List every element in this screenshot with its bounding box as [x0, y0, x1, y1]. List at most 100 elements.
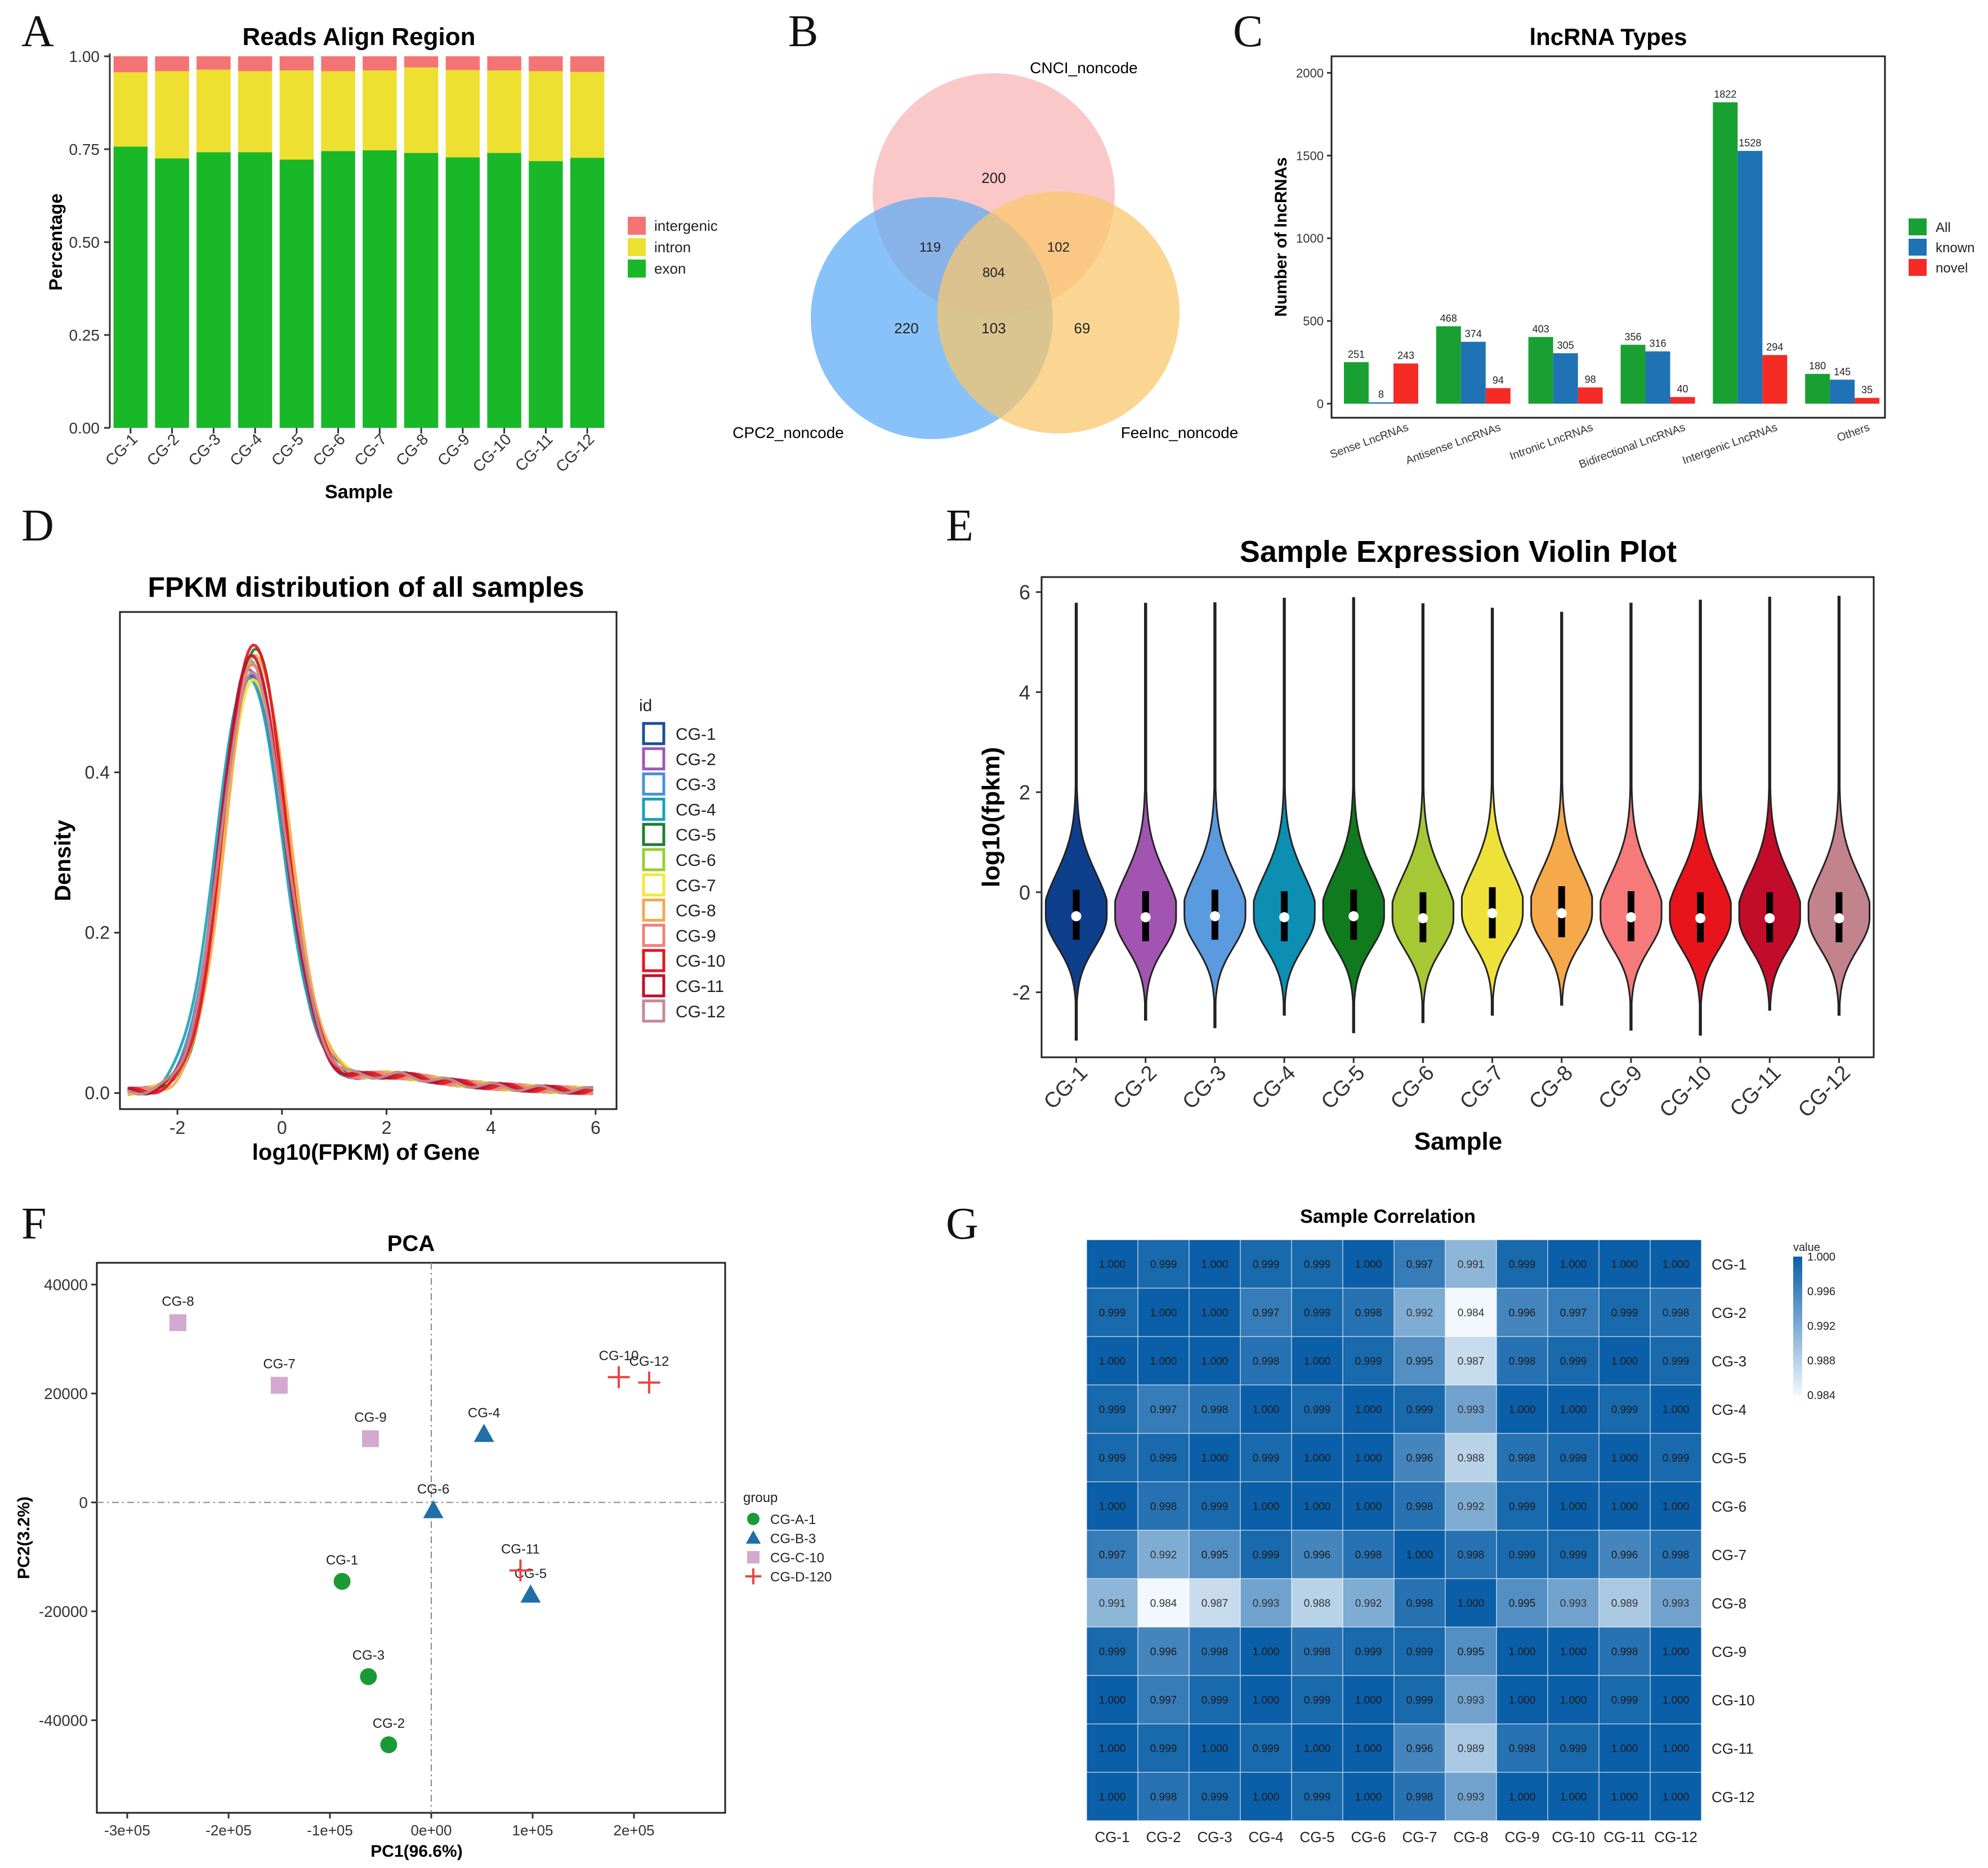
panel-d-density-plot: FPKM distribution of all samples log10(FP…: [51, 571, 725, 1165]
pca-point-label: CG-8: [162, 1294, 194, 1309]
heatmap-cell-value: 1.000: [1611, 1453, 1638, 1464]
heatmap-cell: [1650, 1288, 1702, 1337]
bar-all: [1344, 362, 1369, 404]
heatmap-cell-value: 1.000: [1355, 1453, 1382, 1464]
venn-set-label: FeeInc_noncode: [1121, 424, 1239, 441]
heatmap-cell: [1547, 1530, 1600, 1579]
legend-label: All: [1936, 220, 1951, 235]
heatmap-cell: [1598, 1675, 1651, 1724]
heatmap-cell-value: 0.992: [1406, 1307, 1433, 1319]
heatmap-cell-value: 0.993: [1458, 1791, 1485, 1803]
venn-circle-feelnc: [937, 191, 1180, 434]
heatmap-cell: [1598, 1384, 1651, 1434]
y-tick-label: 4: [1019, 681, 1030, 704]
legend-swatch: [642, 722, 665, 745]
x-tick-label: 0e+00: [410, 1822, 452, 1839]
plot-frame: [96, 1262, 726, 1814]
heatmap-cell: [1393, 1772, 1446, 1821]
heatmap-cell-value: 1.000: [1304, 1743, 1331, 1755]
heatmap-cell-value: 1.000: [1201, 1743, 1228, 1755]
heatmap-cell: [1393, 1675, 1446, 1724]
bar-value-label: 1822: [1714, 89, 1736, 100]
bar-value-label: 180: [1809, 360, 1826, 372]
heatmap-cell: [1240, 1481, 1292, 1531]
heatmap-cell: [1086, 1772, 1138, 1821]
violin-median-dot: [1209, 911, 1220, 922]
heatmap-col-label: CG-9: [1504, 1829, 1539, 1845]
heatmap-cell: [1598, 1530, 1651, 1579]
bar-segment-intergenic: [238, 56, 272, 71]
heatmap-cell: [1393, 1723, 1446, 1773]
x-tick-label: CG-1: [1039, 1061, 1092, 1114]
y-tick-label: 0.4: [85, 762, 110, 783]
venn-count-cpc2_only: 220: [894, 320, 918, 337]
chart-title: Sample Expression Violin Plot: [1240, 535, 1677, 569]
heatmap-cell: [1598, 1433, 1651, 1482]
heatmap-cell: [1393, 1626, 1446, 1676]
heatmap-cell-value: 0.999: [1509, 1259, 1536, 1271]
x-tick-label: 2e+05: [613, 1822, 654, 1839]
heatmap-cell: [1496, 1578, 1548, 1628]
venn-count-feelnc_only: 69: [1074, 320, 1091, 337]
color-scale-tick: 0.992: [1807, 1320, 1835, 1333]
heatmap-cell-value: 0.996: [1150, 1646, 1177, 1658]
bar-segment-intergenic: [321, 56, 355, 71]
bar-segment-intron: [238, 71, 272, 153]
heatmap-cell: [1240, 1626, 1292, 1676]
venn-count-cnci_only: 200: [981, 169, 1006, 186]
bar-segment-intron: [529, 71, 563, 162]
bar-value-label: 8: [1378, 389, 1384, 400]
color-scale-tick: 0.996: [1807, 1286, 1835, 1298]
y-tick-label: 0: [79, 1494, 88, 1512]
heatmap-cell: [1291, 1288, 1343, 1337]
heatmap-col-label: CG-1: [1094, 1829, 1129, 1845]
bar-segment-intron: [196, 69, 231, 153]
x-tick-label: CG-7: [351, 430, 390, 469]
heatmap-cell: [1342, 1239, 1395, 1289]
legend-swatch-all: [1909, 218, 1927, 235]
violin-cg-11: [1738, 596, 1801, 1011]
heatmap-cell-value: 0.998: [1509, 1453, 1536, 1464]
heatmap-cell-value: 0.999: [1099, 1646, 1126, 1658]
heatmap-cell-value: 0.999: [1150, 1453, 1177, 1464]
chart-title: Sample Correlation: [1300, 1206, 1476, 1227]
bar-value-label: 468: [1440, 312, 1457, 324]
heatmap-cell-value: 0.984: [1458, 1307, 1485, 1319]
heatmap-cell: [1189, 1433, 1241, 1482]
heatmap-cell-value: 0.998: [1201, 1404, 1228, 1416]
heatmap-cell: [1291, 1384, 1343, 1434]
heatmap-cell-value: 1.000: [1663, 1791, 1690, 1803]
heatmap-row-label: CG-10: [1712, 1692, 1755, 1709]
legend-label: known: [1936, 240, 1974, 256]
heatmap-cell: [1189, 1626, 1241, 1676]
legend-label: intron: [654, 239, 691, 256]
heatmap-cell-value: 0.999: [1201, 1695, 1228, 1706]
heatmap-cell-value: 1.000: [1355, 1791, 1382, 1803]
heatmap-cell: [1342, 1433, 1395, 1482]
heatmap-cell: [1291, 1530, 1343, 1579]
density-line-cg-10: [127, 643, 594, 1095]
heatmap-cell-value: 0.999: [1201, 1791, 1228, 1803]
x-tick-label: -2: [169, 1118, 185, 1138]
bar-value-label: 294: [1766, 342, 1783, 353]
heatmap-cell-value: 0.993: [1253, 1598, 1280, 1610]
heatmap-cell-value: 0.997: [1150, 1695, 1177, 1706]
x-tick-label: CG-4: [226, 430, 265, 469]
heatmap-cell-value: 0.999: [1560, 1356, 1587, 1368]
legend-title: id: [639, 696, 652, 715]
heatmap-cell: [1240, 1336, 1292, 1386]
legend-swatch: [642, 772, 665, 796]
bar-segment-exon: [321, 151, 355, 428]
heatmap-cell-value: 1.000: [1304, 1356, 1331, 1368]
legend-label: CG-2: [676, 750, 716, 769]
heatmap-cell-value: 0.996: [1406, 1743, 1433, 1755]
heatmap-cell-value: 0.987: [1201, 1598, 1228, 1610]
heatmap-cell-value: 1.000: [1663, 1501, 1690, 1513]
heatmap-cell-value: 0.993: [1458, 1404, 1485, 1416]
density-line-cg-8: [127, 653, 593, 1096]
heatmap-cell-value: 0.999: [1304, 1307, 1331, 1319]
bar-known: [1737, 151, 1763, 404]
panel-b-venn-diagram: CNCI_noncode CPC2_noncode FeeInc_noncode 20…: [732, 59, 1238, 441]
legend-marker: [745, 1568, 762, 1585]
bar-segment-intron: [279, 70, 314, 160]
